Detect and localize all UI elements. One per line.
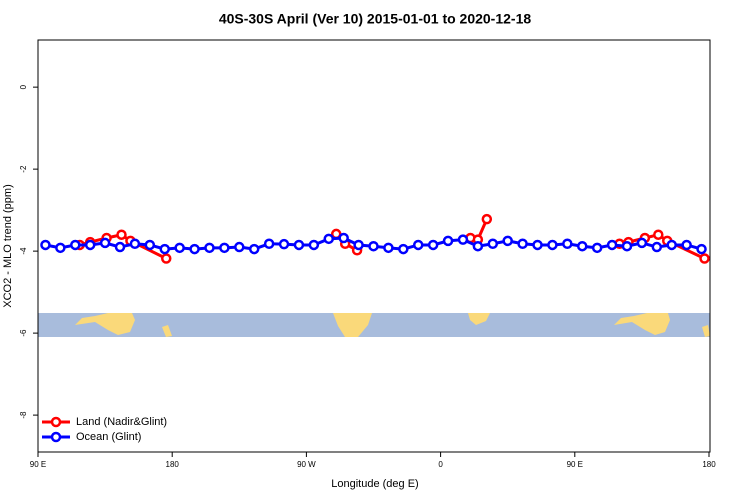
point [248,243,260,255]
y-tick-label: -8 [19,411,28,419]
y-axis-label: XCO2 - MLO trend (ppm) [2,184,14,307]
point [368,240,379,252]
chart-title: 40S-30S April (Ver 10) 2015-01-01 to 202… [219,11,532,27]
legend-label: Ocean (Glint) [76,431,141,443]
point [412,239,424,251]
x-tick-label: 90 W [297,460,316,469]
point [653,229,664,240]
point [234,241,245,253]
x-tick-label: 180 [166,460,180,469]
point [189,243,200,255]
point [457,234,469,245]
point [651,241,663,253]
legend-label: Land (Nadir&Glint) [76,416,167,428]
point [70,239,81,251]
point [636,237,648,249]
x-tick-label: 180 [702,460,716,469]
point [398,243,409,255]
point [99,237,111,249]
point [293,239,305,251]
point [174,242,185,254]
legend-marker [50,416,62,428]
point [532,239,543,251]
point [699,253,710,264]
point [383,242,394,254]
y-tick-label: 0 [19,84,28,89]
point [562,238,573,249]
point [427,239,439,251]
point [472,240,484,252]
point [114,241,126,253]
plot-frame [37,39,711,453]
point [323,233,335,245]
point [681,239,692,251]
point [160,253,172,264]
point [144,239,156,251]
y-tick-label: -6 [19,329,28,337]
point [263,238,275,249]
point [547,239,558,251]
point [219,242,230,254]
point [517,238,528,249]
point [338,232,349,244]
land-shape [75,313,135,335]
land-shape [614,313,670,335]
land-shape [333,313,372,337]
point [204,242,215,254]
point [487,238,499,249]
land-shape [702,325,710,337]
legend-marker [50,431,62,443]
point [696,243,707,255]
y-tick-label: -4 [19,247,28,255]
point [159,243,170,255]
point [129,238,141,249]
point [116,229,127,240]
land-shape [162,325,172,337]
point [40,239,51,251]
point [606,239,618,251]
point [502,235,513,247]
point [621,240,633,252]
point [481,213,493,225]
x-tick-label: 90 E [30,460,46,469]
land-shape [468,313,490,325]
x-axis-label: Longitude (deg E) [331,478,418,490]
point [308,239,320,251]
y-tick-label: -2 [19,165,28,173]
point [666,239,677,251]
point [278,238,290,250]
point [84,239,96,251]
point [577,240,588,252]
map-strip [38,313,710,337]
x-tick-label: 90 E [567,460,583,469]
x-tick-label: 0 [438,460,443,469]
point [353,239,364,251]
point [591,242,603,254]
point [55,242,66,254]
ocean-band [38,313,710,337]
point [442,235,454,247]
